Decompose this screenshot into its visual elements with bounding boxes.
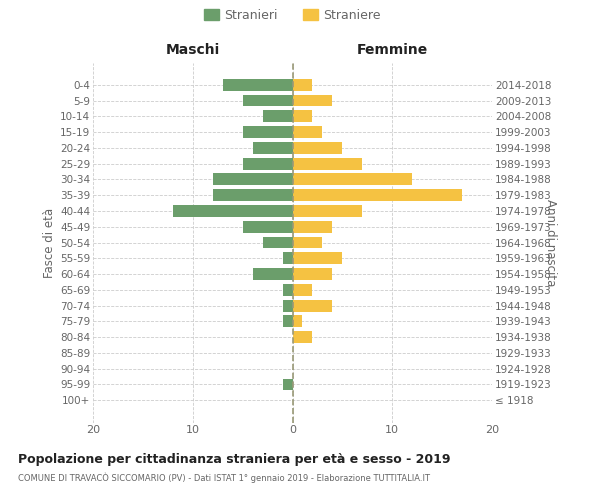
Text: Popolazione per cittadinanza straniera per età e sesso - 2019: Popolazione per cittadinanza straniera p… (18, 452, 451, 466)
Bar (223, 79, 293, 90)
Bar (253, 268, 293, 280)
Bar (293, 190, 462, 201)
Bar (253, 142, 293, 154)
Bar (293, 158, 362, 170)
Bar (283, 378, 293, 390)
Bar (213, 190, 293, 201)
Y-axis label: Fasce di età: Fasce di età (43, 208, 56, 278)
Bar (293, 284, 313, 296)
Bar (242, 126, 293, 138)
Bar (293, 221, 332, 232)
Bar (283, 300, 293, 312)
Bar (293, 205, 362, 217)
Bar (263, 236, 293, 248)
Legend: Stranieri, Straniere: Stranieri, Straniere (204, 8, 380, 22)
Bar (293, 110, 313, 122)
Bar (293, 174, 412, 186)
Bar (293, 79, 313, 90)
Bar (173, 205, 293, 217)
Bar (293, 300, 332, 312)
Bar (293, 252, 343, 264)
Bar (293, 268, 332, 280)
Bar (283, 252, 293, 264)
Bar (293, 142, 343, 154)
Bar (242, 158, 293, 170)
Bar (283, 316, 293, 328)
Bar (213, 174, 293, 186)
Bar (283, 284, 293, 296)
Bar (293, 126, 322, 138)
Bar (242, 94, 293, 106)
Bar (263, 110, 293, 122)
Bar (242, 221, 293, 232)
Text: COMUNE DI TRAVACÒ SICCOMARIO (PV) - Dati ISTAT 1° gennaio 2019 - Elaborazione TU: COMUNE DI TRAVACÒ SICCOMARIO (PV) - Dati… (18, 472, 430, 483)
Y-axis label: Anni di nascita: Anni di nascita (544, 199, 557, 286)
Bar (293, 331, 313, 343)
Bar (293, 94, 332, 106)
Bar (293, 236, 322, 248)
Bar (293, 316, 302, 328)
